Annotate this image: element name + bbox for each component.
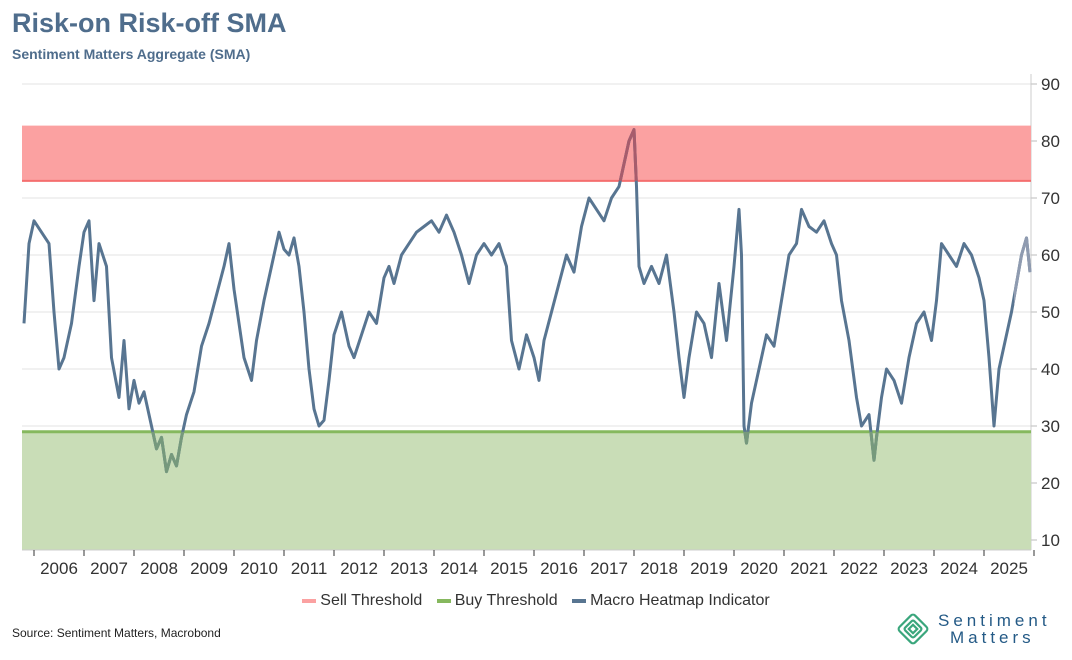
chart-subtitle: Sentiment Matters Aggregate (SMA) bbox=[12, 46, 251, 62]
legend-label: Macro Heatmap Indicator bbox=[590, 592, 770, 609]
x-tick-label: 2013 bbox=[390, 559, 428, 578]
legend: Sell Threshold Buy Threshold Macro Heatm… bbox=[0, 590, 1072, 610]
y-tick-label: 10 bbox=[1041, 531, 1060, 550]
y-tick-label: 80 bbox=[1041, 132, 1060, 151]
logo-text-line2: Matters bbox=[950, 628, 1035, 647]
x-tick-label: 2025 bbox=[990, 559, 1028, 578]
source-note: Source: Sentiment Matters, Macrobond bbox=[12, 626, 221, 640]
x-tick-label: 2024 bbox=[940, 559, 978, 578]
x-tick-label: 2016 bbox=[540, 559, 578, 578]
chart-plot: 10 20 30 40 50 60 70 80 90 2006 2007 2008 2009 2010 20… bbox=[22, 74, 1060, 578]
y-tick-label: 30 bbox=[1041, 417, 1060, 436]
x-tick-label: 2008 bbox=[140, 559, 178, 578]
y-tick-label: 50 bbox=[1041, 303, 1060, 322]
legend-buy[interactable]: Buy Threshold bbox=[436, 592, 558, 610]
sentiment-matters-logo: Sentiment Matters bbox=[896, 612, 1051, 646]
legend-swatch-sell bbox=[302, 599, 317, 603]
legend-indicator[interactable]: Macro Heatmap Indicator bbox=[572, 592, 770, 610]
x-tick-label: 2021 bbox=[790, 559, 828, 578]
x-tick-label: 2007 bbox=[90, 559, 128, 578]
diamond-logo-icon bbox=[897, 613, 929, 645]
y-tick-label: 40 bbox=[1041, 360, 1060, 379]
buy-threshold-band bbox=[22, 431, 1031, 550]
y-tick-label: 70 bbox=[1041, 189, 1060, 208]
chart-title: Risk-on Risk-off SMA bbox=[12, 8, 287, 38]
legend-sell[interactable]: Sell Threshold bbox=[302, 592, 422, 610]
x-tick-label: 2009 bbox=[190, 559, 228, 578]
x-tick-label: 2015 bbox=[490, 559, 528, 578]
y-tick-label: 60 bbox=[1041, 246, 1060, 265]
sell-threshold-band bbox=[22, 125, 1031, 181]
y-tick-label: 90 bbox=[1041, 75, 1060, 94]
x-tick-label: 2014 bbox=[440, 559, 478, 578]
x-tick-label: 2022 bbox=[840, 559, 878, 578]
legend-swatch-indicator bbox=[572, 599, 587, 603]
x-tick-label: 2018 bbox=[640, 559, 678, 578]
x-tick-label: 2023 bbox=[890, 559, 928, 578]
logo-text-line1: Sentiment bbox=[938, 611, 1051, 630]
x-tick-label: 2017 bbox=[590, 559, 628, 578]
x-tick-label: 2012 bbox=[340, 559, 378, 578]
x-tick-label: 2011 bbox=[291, 559, 328, 578]
y-tick-label: 20 bbox=[1041, 474, 1060, 493]
legend-label: Sell Threshold bbox=[320, 592, 423, 609]
legend-label: Buy Threshold bbox=[454, 592, 558, 609]
x-tick-label: 2010 bbox=[240, 559, 278, 578]
x-tick-label: 2006 bbox=[40, 559, 78, 578]
legend-swatch-buy bbox=[436, 599, 451, 603]
x-tick-label: 2020 bbox=[740, 559, 778, 578]
x-tick-label: 2019 bbox=[690, 559, 728, 578]
